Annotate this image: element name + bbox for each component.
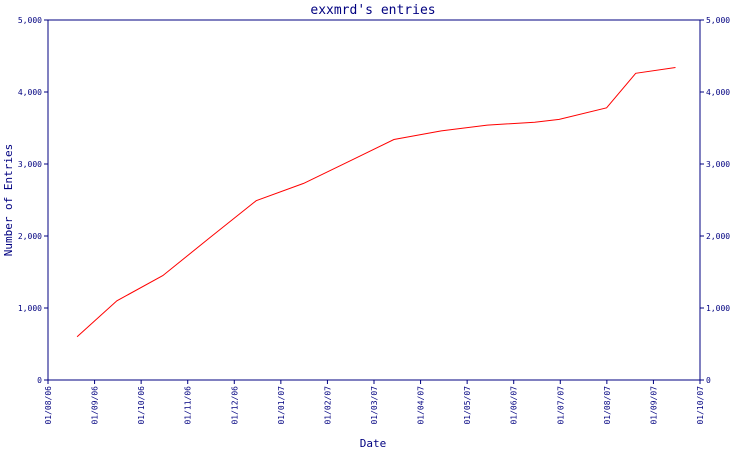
- x-tick-label: 01/06/07: [510, 386, 519, 425]
- x-tick-label: 01/04/07: [417, 386, 426, 425]
- x-tick-label: 01/12/06: [230, 386, 239, 425]
- y-tick-label-left: 2,000: [18, 232, 42, 241]
- y-tick-label-right: 0: [706, 376, 711, 385]
- x-tick-label: 01/05/07: [463, 386, 472, 425]
- x-axis-label: Date: [360, 437, 387, 450]
- y-tick-label-right: 3,000: [706, 160, 730, 169]
- x-tick-label: 01/08/07: [603, 386, 612, 425]
- x-tick-label: 01/08/06: [44, 386, 53, 425]
- y-tick-label-left: 3,000: [18, 160, 42, 169]
- chart-title: exxmrd's entries: [310, 3, 435, 18]
- series-layer: [76, 67, 676, 338]
- y-tick-label-left: 4,000: [18, 88, 42, 97]
- x-tick-label: 01/09/07: [649, 386, 658, 425]
- x-tick-label: 01/11/06: [184, 386, 193, 425]
- x-tick-label: 01/01/07: [277, 386, 286, 425]
- y-axis-label: Number of Entries: [2, 144, 15, 257]
- plot-area-border: [47, 19, 701, 381]
- y-tick-label-right: 5,000: [706, 16, 730, 25]
- x-axis: 01/08/06 01/09/06 01/10/06 01/11/06 01/12/06…: [44, 380, 705, 425]
- y-axis-right: 0 1,000 2,000 3,000 4,000 5,000: [700, 16, 730, 385]
- y-tick-label-left: 5,000: [18, 16, 42, 25]
- y-tick-label-left: 1,000: [18, 304, 42, 313]
- x-tick-label: 01/10/06: [137, 386, 146, 425]
- y-tick-label-right: 4,000: [706, 88, 730, 97]
- series-line-0: [76, 67, 676, 338]
- x-tick-label: 01/02/07: [323, 386, 332, 425]
- x-tick-label: 01/07/07: [556, 386, 565, 425]
- x-tick-label: 01/10/07: [696, 386, 705, 425]
- y-tick-label-right: 1,000: [706, 304, 730, 313]
- x-tick-label: 01/09/06: [91, 386, 100, 425]
- y-tick-label-right: 2,000: [706, 232, 730, 241]
- y-tick-label-left: 0: [37, 376, 42, 385]
- x-tick-label: 01/03/07: [370, 386, 379, 425]
- y-axis-left: 0 1,000 2,000 3,000 4,000 5,000: [18, 16, 48, 385]
